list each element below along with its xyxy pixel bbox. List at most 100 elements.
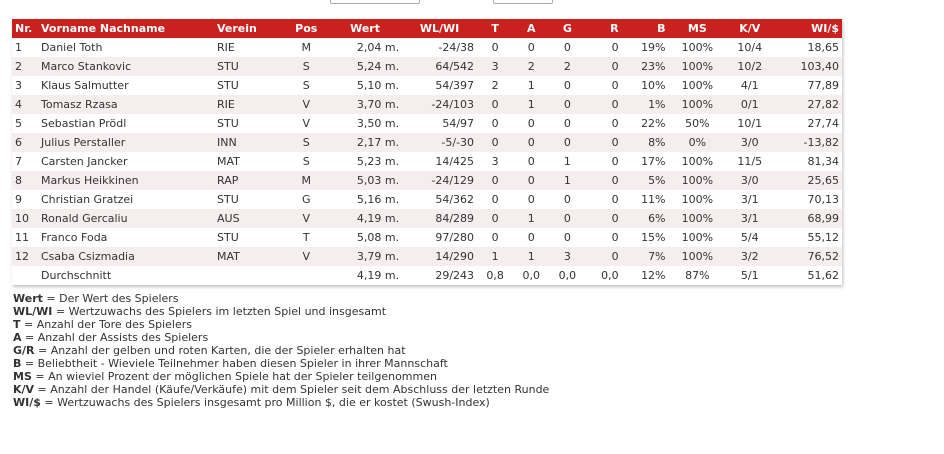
- cell-t: 0: [477, 228, 514, 247]
- player-name-link[interactable]: Julius Perstaller: [38, 133, 214, 152]
- cell-nr: 10: [12, 209, 38, 228]
- col-header-r[interactable]: R: [585, 19, 622, 38]
- legend-text: = Anzahl der gelben und roten Karten, di…: [34, 344, 406, 357]
- top-select-right[interactable]: [493, 0, 553, 4]
- col-header-nr[interactable]: Nr.: [12, 19, 38, 38]
- cell-k-v: 10/2: [726, 57, 774, 76]
- cell-wert: 5,08 m.: [327, 228, 403, 247]
- col-header-b[interactable]: B: [621, 19, 669, 38]
- cell-r: 0: [585, 247, 622, 266]
- cell-b: 11%: [621, 190, 669, 209]
- cell-b: 5%: [621, 171, 669, 190]
- player-name-link[interactable]: Marco Stankovic: [38, 57, 214, 76]
- cell-verein: STU: [214, 114, 285, 133]
- cell-t: 0: [477, 38, 514, 57]
- cell-t: 0: [477, 171, 514, 190]
- table-row: 11 Franco Foda STU T 5,08 m. 97/280 0 0 0 0 15% 100…: [12, 228, 842, 247]
- cell-verein: INN: [214, 133, 285, 152]
- player-name-link[interactable]: Csaba Csizmadia: [38, 247, 214, 266]
- cell-wl-wi: 97/280: [402, 228, 478, 247]
- legend-text: = Anzahl der Tore des Spielers: [20, 318, 192, 331]
- cell-wert: 2,17 m.: [327, 133, 403, 152]
- average-cell-a: 0,0: [513, 266, 550, 285]
- cell-a: 1: [513, 95, 550, 114]
- cell-r: 0: [585, 152, 622, 171]
- col-header-t[interactable]: T: [477, 19, 514, 38]
- cell-wi-dollar: 18,65: [773, 38, 842, 57]
- cell-k-v: 3/1: [726, 190, 774, 209]
- cell-wert: 5,03 m.: [327, 171, 403, 190]
- cell-a: 0: [513, 171, 550, 190]
- col-header-pos[interactable]: Pos: [284, 19, 328, 38]
- col-header-ms[interactable]: MS: [668, 19, 727, 38]
- player-name-link[interactable]: Sebastian Prödl: [38, 114, 214, 133]
- cell-k-v: 11/5: [726, 152, 774, 171]
- table-row: 9 Christian Gratzei STU G 5,16 m. 54/362 0 0 0 0 1…: [12, 190, 842, 209]
- player-name-link[interactable]: Markus Heikkinen: [38, 171, 214, 190]
- cell-g: 0: [549, 95, 586, 114]
- legend-line: Wert = Der Wert des Spielers: [13, 292, 549, 305]
- cell-nr: 12: [12, 247, 38, 266]
- col-header-verein[interactable]: Verein: [214, 19, 285, 38]
- player-name-link[interactable]: Carsten Jancker: [38, 152, 214, 171]
- table-row: 1 Daniel Toth RIE M 2,04 m. -24/38 0 0 0 0 19% 100%…: [12, 38, 842, 57]
- cell-wi-dollar: 27,74: [773, 114, 842, 133]
- average-cell-r: 0,0: [585, 266, 622, 285]
- average-cell-pos: [284, 266, 328, 285]
- cell-ms: 100%: [668, 38, 727, 57]
- cell-k-v: 3/1: [726, 209, 774, 228]
- cell-g: 0: [549, 190, 586, 209]
- player-name-link[interactable]: Tomasz Rzasa: [38, 95, 214, 114]
- cell-wert: 5,23 m.: [327, 152, 403, 171]
- col-header-name[interactable]: Vorname Nachname: [38, 19, 214, 38]
- cell-k-v: 3/2: [726, 247, 774, 266]
- cell-r: 0: [585, 190, 622, 209]
- col-header-wert[interactable]: Wert: [327, 19, 403, 38]
- cell-b: 22%: [621, 114, 669, 133]
- legend-line: WI/$ = Wertzuwachs des Spielers insgesam…: [13, 396, 549, 409]
- cell-wl-wi: 14/425: [402, 152, 478, 171]
- cell-k-v: 4/1: [726, 76, 774, 95]
- cell-wl-wi: 64/542: [402, 57, 478, 76]
- cell-t: 1: [477, 247, 514, 266]
- cell-ms: 100%: [668, 190, 727, 209]
- cell-pos: M: [284, 171, 328, 190]
- player-name-link[interactable]: Klaus Salmutter: [38, 76, 214, 95]
- cell-verein: STU: [214, 190, 285, 209]
- cell-a: 0: [513, 152, 550, 171]
- col-header-a[interactable]: A: [513, 19, 550, 38]
- cell-pos: T: [284, 228, 328, 247]
- cell-wert: 3,50 m.: [327, 114, 403, 133]
- col-header-wl-wi[interactable]: WL/WI: [402, 19, 478, 38]
- cell-t: 3: [477, 57, 514, 76]
- table-row: 10 Ronald Gercaliu AUS V 4,19 m. 84/289 0 1 0 0 6%…: [12, 209, 842, 228]
- col-header-g[interactable]: G: [549, 19, 586, 38]
- cell-ms: 100%: [668, 247, 727, 266]
- cell-nr: 8: [12, 171, 38, 190]
- cell-verein: RIE: [214, 38, 285, 57]
- legend-text: = An wieviel Prozent der möglichen Spiel…: [31, 370, 437, 383]
- player-name-link[interactable]: Daniel Toth: [38, 38, 214, 57]
- legend-key: G/R: [13, 344, 35, 357]
- player-name-link[interactable]: Christian Gratzei: [38, 190, 214, 209]
- player-name-link[interactable]: Franco Foda: [38, 228, 214, 247]
- legend-key: A: [13, 331, 22, 344]
- legend-key: B: [13, 357, 22, 370]
- player-name-link[interactable]: Ronald Gercaliu: [38, 209, 214, 228]
- cell-g: 0: [549, 228, 586, 247]
- table-row: 4 Tomasz Rzasa RIE V 3,70 m. -24/103 0 1 0 0 1% 100…: [12, 95, 842, 114]
- cell-b: 15%: [621, 228, 669, 247]
- legend-text: = Anzahl der Assists des Spielers: [21, 331, 209, 344]
- col-header-wi-dollar[interactable]: WI/$: [773, 19, 842, 38]
- top-select-left[interactable]: [330, 0, 420, 4]
- cell-r: 0: [585, 133, 622, 152]
- col-header-k-v[interactable]: K/V: [726, 19, 774, 38]
- legend-key: K/V: [13, 383, 35, 396]
- cell-wl-wi: 54/397: [402, 76, 478, 95]
- legend-line: A = Anzahl der Assists des Spielers: [13, 331, 549, 344]
- cell-pos: V: [284, 114, 328, 133]
- legend-key: Wert: [13, 292, 43, 305]
- cell-k-v: 10/4: [726, 38, 774, 57]
- cell-verein: RAP: [214, 171, 285, 190]
- cell-wl-wi: 84/289: [402, 209, 478, 228]
